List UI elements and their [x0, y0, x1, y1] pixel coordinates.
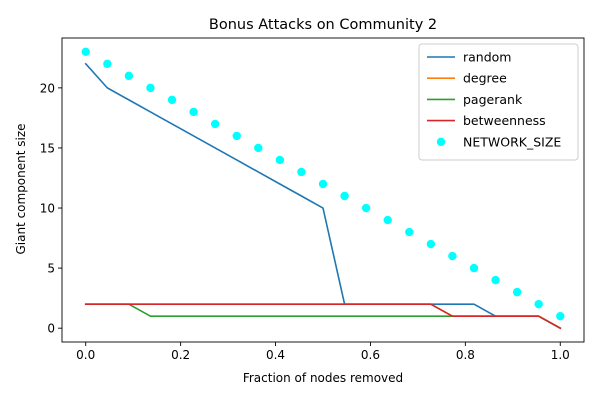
legend-frame	[418, 43, 579, 161]
series-line-betweenness	[84, 303, 562, 330]
scatter-point-network-size	[512, 287, 522, 297]
x-tick-label: 0.4	[266, 348, 285, 362]
scatter-point-network-size	[146, 83, 155, 93]
scatter-point-network-size	[210, 119, 220, 129]
x-axis-label: Fraction of nodes removed	[243, 371, 403, 385]
scatter-point-network-size	[448, 251, 457, 261]
scatter-point-network-size	[167, 95, 177, 105]
legend: random degree pagerank betweenness NETWORK_S…	[418, 43, 579, 161]
legend-label-pagerank: pagerank	[463, 92, 523, 107]
y-tick-label: 5	[47, 262, 55, 276]
scatter-point-network-size	[254, 143, 263, 153]
y-tick-label: 0	[47, 322, 55, 336]
plot-area: 0.0 0.2 0.4 0.6 0.8 1.0 0 5 10 15 20	[40, 37, 585, 362]
scatter-point-network-size	[405, 227, 414, 237]
legend-label-network-size: NETWORK_SIZE	[463, 134, 561, 149]
y-tick-label: 15	[40, 141, 55, 155]
scatter-point-network-size	[361, 203, 371, 213]
scatter-point-network-size	[232, 131, 241, 141]
x-tick-label: 1.0	[551, 348, 570, 362]
scatter-point-network-size	[81, 47, 90, 57]
scatter-point-network-size	[469, 263, 479, 273]
scatter-point-network-size	[491, 275, 500, 285]
x-tick-label: 0.0	[76, 348, 95, 362]
scatter-point-network-size	[297, 167, 306, 177]
legend-label-betweenness: betweenness	[463, 113, 546, 128]
scatter-point-network-size	[340, 191, 349, 201]
legend-label-degree: degree	[463, 71, 507, 86]
scatter-point-network-size	[275, 155, 285, 165]
x-tick-label: 0.6	[361, 348, 380, 362]
scatter-point-network-size	[534, 299, 543, 309]
y-axis-label: Giant component size	[14, 123, 28, 254]
plot-frame	[61, 37, 585, 343]
series-line-random	[84, 62, 562, 330]
x-tick-label: 0.8	[456, 348, 475, 362]
scatter-point-network-size	[124, 71, 134, 81]
y-tick-label: 20	[40, 81, 55, 95]
legend-swatch-network-size	[436, 137, 446, 146]
scatter-point-network-size	[556, 311, 565, 321]
scatter-point-network-size	[383, 215, 392, 225]
legend-label-random: random	[463, 50, 511, 65]
y-tick-label: 10	[40, 202, 55, 216]
scatter-point-network-size	[103, 59, 112, 69]
x-tick-label: 0.2	[171, 348, 190, 362]
scatter-point-network-size	[318, 179, 328, 189]
chart-title: Bonus Attacks on Community 2	[209, 17, 437, 33]
scatter-point-network-size	[426, 239, 436, 249]
scatter-point-network-size	[189, 107, 198, 117]
